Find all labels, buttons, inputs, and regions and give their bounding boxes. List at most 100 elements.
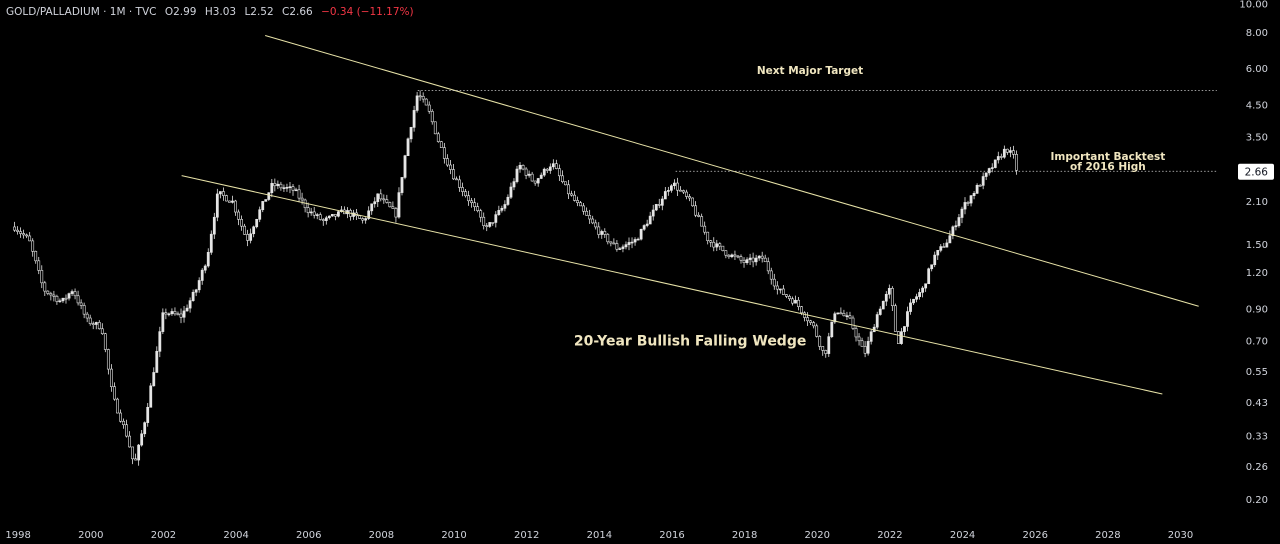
candle-31 bbox=[106, 348, 110, 375]
candle-88 bbox=[279, 181, 283, 191]
candle-22 bbox=[79, 299, 83, 310]
candle-179 bbox=[554, 159, 558, 170]
candle-267 bbox=[821, 346, 825, 356]
candle-123 bbox=[385, 194, 389, 204]
candle-245 bbox=[754, 254, 758, 266]
candle-67 bbox=[215, 188, 219, 222]
candle-65 bbox=[209, 230, 213, 255]
candle-310 bbox=[951, 225, 955, 240]
candle-40 bbox=[134, 453, 138, 461]
wedge-upper[interactable] bbox=[265, 34, 1199, 307]
candle-254 bbox=[781, 285, 785, 296]
x-tick-label: 2024 bbox=[950, 530, 975, 541]
candle-30 bbox=[103, 332, 107, 353]
candle-212 bbox=[654, 203, 658, 212]
candle-275 bbox=[845, 311, 849, 320]
y-tick-label: 0.26 bbox=[1246, 462, 1268, 473]
candle-273 bbox=[839, 307, 843, 315]
candle-174 bbox=[539, 172, 543, 180]
falling-wedge-label[interactable]: 20-Year Bullish Falling Wedge bbox=[574, 333, 806, 349]
candle-185 bbox=[573, 190, 576, 202]
candle-21 bbox=[76, 290, 80, 306]
candle-29 bbox=[100, 323, 104, 335]
low-value: L2.52 bbox=[244, 6, 274, 18]
candle-144 bbox=[449, 159, 452, 175]
candle-183 bbox=[567, 180, 570, 200]
candle-86 bbox=[273, 178, 277, 192]
candle-285 bbox=[875, 311, 879, 330]
candle-13 bbox=[52, 290, 56, 302]
candle-261 bbox=[803, 311, 806, 322]
candle-0 bbox=[13, 221, 16, 232]
candle-36 bbox=[122, 418, 125, 429]
time-axis[interactable]: 1998 2000 2002 2004 2006 2008 2010 2012 2014 2016… bbox=[5, 530, 1193, 541]
candle-202 bbox=[624, 241, 628, 250]
candle-326 bbox=[999, 153, 1003, 160]
candle-120 bbox=[376, 193, 380, 208]
candle-191 bbox=[591, 215, 595, 225]
candle-303 bbox=[930, 264, 934, 272]
candle-46 bbox=[152, 367, 156, 387]
open-value: O2.99 bbox=[164, 6, 197, 18]
candle-198 bbox=[612, 238, 616, 245]
candle-258 bbox=[794, 295, 797, 304]
candle-301 bbox=[924, 283, 928, 292]
candle-222 bbox=[685, 189, 688, 200]
candle-269 bbox=[827, 332, 831, 357]
candle-329 bbox=[1008, 146, 1012, 158]
candle-300 bbox=[921, 286, 925, 298]
candle-163 bbox=[506, 194, 510, 206]
candle-148 bbox=[461, 182, 464, 197]
of-2016-high[interactable]: of 2016 High bbox=[1070, 161, 1146, 173]
high-value: H3.03 bbox=[204, 6, 237, 18]
x-tick-label: 2016 bbox=[659, 530, 684, 541]
candle-306 bbox=[939, 244, 943, 253]
candle-206 bbox=[636, 237, 640, 241]
candle-176 bbox=[545, 168, 549, 174]
candle-237 bbox=[730, 253, 734, 259]
candle-90 bbox=[285, 183, 289, 192]
candle-93 bbox=[294, 187, 298, 192]
candle-240 bbox=[739, 254, 743, 264]
candle-49 bbox=[161, 308, 165, 335]
candle-140 bbox=[436, 131, 440, 143]
x-tick-label: 2006 bbox=[296, 530, 321, 541]
y-tick-label: 1.50 bbox=[1246, 240, 1268, 251]
candle-312 bbox=[957, 214, 961, 228]
candle-251 bbox=[772, 273, 776, 290]
candle-282 bbox=[866, 336, 870, 356]
candle-102 bbox=[321, 218, 325, 226]
candle-209 bbox=[645, 219, 649, 228]
candle-118 bbox=[370, 203, 374, 215]
candle-268 bbox=[824, 349, 828, 358]
candle-274 bbox=[842, 309, 846, 317]
candle-263 bbox=[809, 319, 813, 326]
next-major-target[interactable]: Next Major Target bbox=[757, 65, 863, 77]
candle-99 bbox=[312, 207, 316, 219]
candle-226 bbox=[697, 212, 701, 218]
candle-137 bbox=[427, 101, 431, 114]
candle-215 bbox=[663, 187, 667, 200]
x-tick-label: 2014 bbox=[587, 530, 612, 541]
candle-257 bbox=[791, 296, 794, 306]
candle-296 bbox=[909, 298, 912, 315]
candle-190 bbox=[588, 209, 592, 224]
candle-331 bbox=[1015, 150, 1018, 175]
candle-248 bbox=[763, 254, 767, 263]
candle-18 bbox=[67, 292, 71, 301]
candle-12 bbox=[49, 291, 53, 301]
candle-6 bbox=[31, 238, 35, 257]
candle-171 bbox=[530, 171, 534, 182]
important-backtest[interactable]: Important Backtest bbox=[1051, 151, 1166, 163]
candle-252 bbox=[775, 281, 779, 295]
symbol-title[interactable]: GOLD/PALLADIUM · 1M · TVC bbox=[6, 6, 157, 18]
candle-5 bbox=[28, 232, 32, 242]
candle-231 bbox=[712, 237, 716, 252]
candle-235 bbox=[724, 250, 728, 259]
price-axis[interactable]: 10.00 8.00 6.00 4.50 3.50 2.10 1.50 1.20 0.90 0.7… bbox=[1238, 0, 1274, 506]
symbol-header[interactable]: GOLD/PALLADIUM · 1M · TVC O2.99 H3.03 L2… bbox=[6, 6, 419, 18]
wedge-lower[interactable] bbox=[181, 175, 1163, 395]
candle-58 bbox=[188, 297, 192, 313]
